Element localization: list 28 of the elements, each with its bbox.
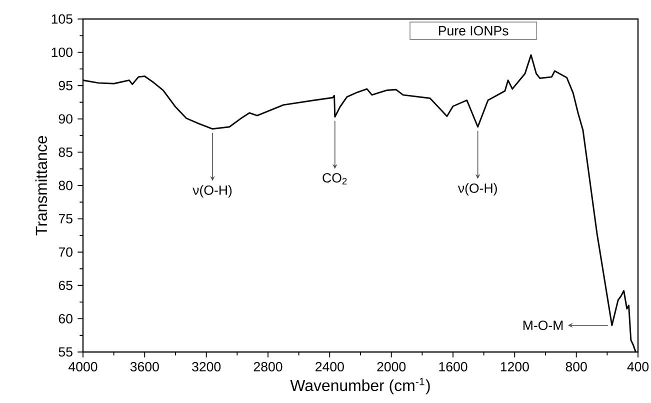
y-axis-title: Transmittance <box>35 136 48 236</box>
y-tick-label: 80 <box>58 180 72 190</box>
y-tick-label: 95 <box>58 80 72 90</box>
x-tick-label: 2000 <box>377 362 406 372</box>
annotation: CO$_{2}$ <box>322 173 347 184</box>
y-tick-label: 105 <box>52 14 72 24</box>
y-tick-label: 100 <box>52 48 72 57</box>
x-tick-label: 1200 <box>500 362 529 372</box>
y-tick-label: 70 <box>58 247 72 257</box>
y-tick-label: 85 <box>58 148 72 157</box>
x-tick-label: 2400 <box>316 362 344 372</box>
annotation: Pure IONPs <box>438 26 508 36</box>
annotation: ν(O-H) <box>192 185 232 198</box>
x-axis-title: Wavenumber (cm$^{-1}$) <box>290 378 430 394</box>
y-tick-label: 60 <box>58 314 72 324</box>
annotation: ν(O-H) <box>458 183 497 196</box>
y-tick-label: 55 <box>58 347 72 357</box>
y-tick-label: 65 <box>58 280 72 290</box>
x-tick-label: 400 <box>627 362 649 372</box>
x-tick-label: 3200 <box>192 362 221 372</box>
x-tick-label: 2800 <box>254 362 282 372</box>
x-tick-label: 4000 <box>68 362 98 372</box>
x-tick-label: 800 <box>566 362 587 372</box>
y-tick-label: 90 <box>58 114 72 124</box>
y-tick-label: 75 <box>58 214 72 224</box>
x-tick-label: 1600 <box>439 362 468 372</box>
x-tick-label: 3600 <box>130 362 159 372</box>
annotation: M-O-M <box>523 320 563 330</box>
